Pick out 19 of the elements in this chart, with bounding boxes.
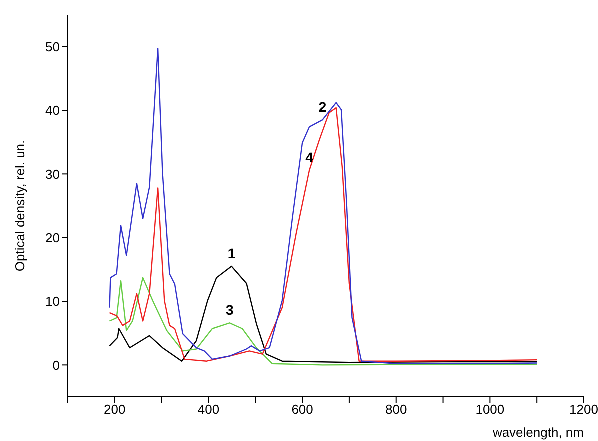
y-tick-label: 0 xyxy=(52,358,60,373)
line-series xyxy=(109,48,538,364)
annotation: 1 xyxy=(228,245,236,262)
y-tick-label: 20 xyxy=(46,230,60,246)
y-tick-label: 10 xyxy=(46,294,60,310)
y-axis-title: Optical density, rel. un. xyxy=(12,140,28,272)
x-tick-label: 800 xyxy=(386,402,408,418)
y-tick-label: 50 xyxy=(46,39,60,54)
x-tick-label: 1000 xyxy=(476,402,505,418)
annotation: 4 xyxy=(306,149,314,166)
annotation: 2 xyxy=(318,99,327,116)
x-tick-label: 600 xyxy=(292,402,314,418)
x-tick-label: 1200 xyxy=(570,402,598,418)
x-tick-label: 400 xyxy=(198,402,220,418)
y-tick-label: 40 xyxy=(46,103,60,118)
annotation: 3 xyxy=(226,302,234,318)
x-axis-title: wavelength, nm xyxy=(492,425,584,440)
y-tick-label: 30 xyxy=(46,166,60,182)
x-tick-label: 200 xyxy=(104,402,126,418)
